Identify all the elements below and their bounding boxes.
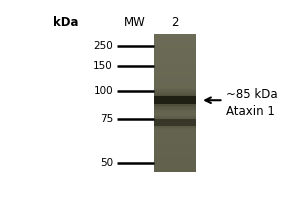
Bar: [154, 118, 196, 127]
Text: 2: 2: [171, 16, 178, 29]
Bar: [154, 92, 196, 109]
Bar: [154, 96, 196, 104]
Text: 50: 50: [100, 158, 113, 168]
Text: Ataxin 1: Ataxin 1: [226, 105, 275, 118]
Bar: [154, 95, 196, 106]
Bar: [154, 117, 196, 128]
Text: kDa: kDa: [53, 16, 78, 29]
Text: 100: 100: [93, 86, 113, 96]
Text: ~85 kDa: ~85 kDa: [226, 88, 278, 101]
Bar: [154, 93, 196, 107]
Text: 250: 250: [93, 41, 113, 51]
Bar: [154, 89, 196, 111]
Text: 150: 150: [93, 61, 113, 71]
Text: MW: MW: [124, 16, 146, 29]
Text: 75: 75: [100, 114, 113, 124]
Bar: [154, 88, 196, 113]
Bar: [154, 115, 196, 130]
Bar: [154, 119, 196, 126]
Bar: [154, 90, 196, 110]
Bar: [154, 116, 196, 129]
